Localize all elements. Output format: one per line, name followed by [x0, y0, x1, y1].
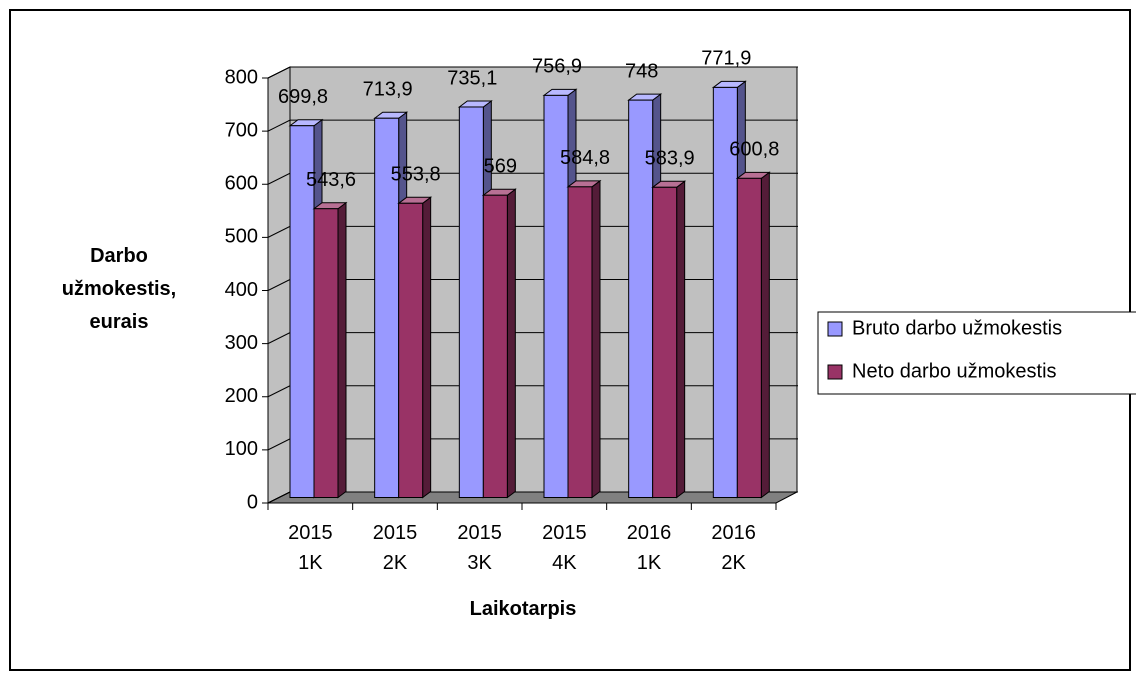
data-label: 543,6: [306, 169, 356, 191]
grid-line: [267, 225, 291, 238]
legend-swatch: [827, 321, 843, 337]
x-tick-label: 2016 2K: [711, 522, 756, 574]
data-label: 553,8: [391, 164, 441, 186]
bar-front: [374, 117, 400, 498]
x-tick-label: 2015 2K: [372, 522, 418, 574]
legend-label: Bruto darbo užmokestis: [852, 317, 1062, 339]
bar-front: [712, 86, 738, 498]
bar-front: [313, 208, 339, 498]
legend-box: [817, 311, 1136, 395]
bar-side: [506, 188, 516, 499]
y-tick-label: 600: [225, 173, 258, 195]
grid-line: [267, 66, 291, 79]
grid-line: [267, 172, 291, 185]
grid-line: [267, 119, 291, 132]
bar: [651, 180, 687, 499]
x-axis-title: Laikotarpis: [469, 598, 577, 620]
grid-line: [267, 279, 291, 291]
legend-label: Neto darbo užmokestis: [852, 360, 1057, 382]
grid-line: [267, 385, 291, 398]
bar-front: [543, 94, 569, 498]
bar-front: [458, 106, 484, 499]
bar-side: [337, 201, 347, 499]
x-tick-label: 2015 4K: [542, 522, 587, 574]
y-tick-label: 200: [225, 385, 258, 407]
y-tick-label: 500: [225, 226, 258, 248]
grid-line: [267, 332, 291, 345]
y-axis-title: Darbo užmokestis, eurais: [61, 245, 177, 333]
data-label: 600,8: [729, 139, 779, 161]
bar-front: [398, 202, 424, 498]
legend-swatch: [827, 364, 843, 380]
bar-side: [676, 180, 686, 499]
data-label: 735,1: [447, 67, 497, 89]
x-tick-label: 2015 3K: [457, 522, 502, 574]
bar-side: [591, 179, 601, 499]
data-label: 771,9: [701, 48, 751, 70]
grid-line: [267, 491, 291, 504]
grid-line: [267, 438, 291, 451]
bar-side: [760, 171, 770, 499]
bar-front: [628, 99, 654, 498]
x-tick-label: 2015 1K: [288, 522, 333, 574]
x-tick-label: 2016 1K: [626, 522, 672, 574]
data-label: 569: [484, 156, 517, 178]
y-tick-label: 0: [247, 491, 258, 513]
bar-front: [289, 125, 315, 498]
y-tick-label: 800: [225, 66, 258, 88]
data-label: 748: [625, 60, 658, 82]
bar: [735, 171, 771, 499]
bar-front: [567, 186, 593, 498]
y-tick-label: 700: [225, 119, 258, 141]
bar: [481, 188, 517, 499]
bar: [397, 196, 433, 499]
data-label: 583,9: [645, 148, 695, 170]
data-label: 699,8: [278, 86, 328, 108]
bar-front: [482, 194, 508, 498]
bar-front: [736, 177, 762, 498]
data-label: 713,9: [363, 79, 413, 101]
bar: [312, 201, 348, 499]
y-tick-label: 400: [225, 279, 258, 301]
data-label: 756,9: [532, 56, 582, 78]
data-label: 584,8: [560, 147, 610, 169]
bar: [566, 179, 602, 499]
bar-side: [422, 196, 432, 499]
y-tick-label: 100: [225, 438, 258, 460]
y-tick-label: 300: [225, 332, 258, 354]
bar-front: [652, 186, 678, 498]
